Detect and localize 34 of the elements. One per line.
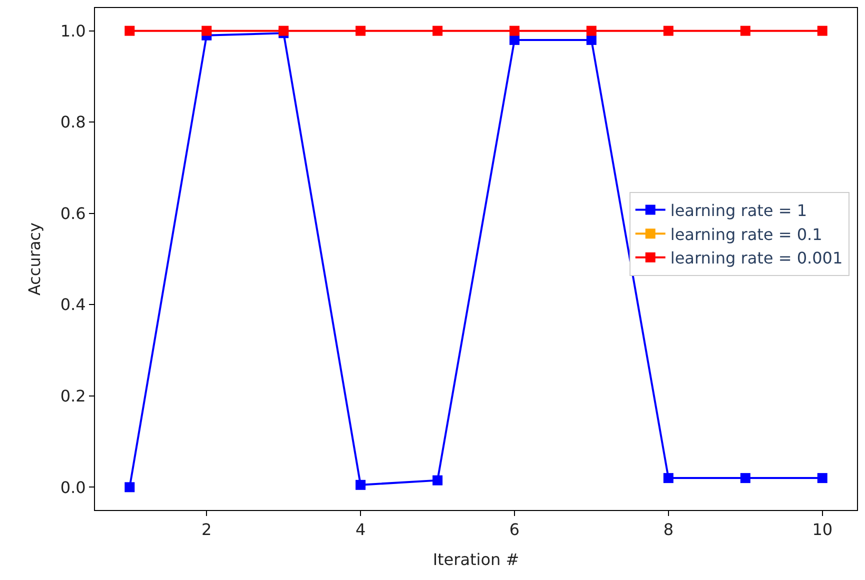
point [817,26,828,36]
y-tick-label: 0.0 [60,478,86,497]
y-tick-label: 0.4 [60,295,86,314]
point [586,34,596,45]
point [202,26,212,36]
point [356,480,366,490]
point [817,473,828,484]
legend-label: learning rate = 0.001 [670,248,843,268]
point [740,26,750,36]
x-tick-label: 2 [202,520,212,540]
point [740,473,750,484]
x-tick-label: 10 [812,520,833,540]
point [278,26,289,36]
point [124,26,135,36]
point [432,26,443,36]
point [509,26,520,36]
point [509,34,520,45]
x-tick-label: 6 [509,520,520,540]
point [586,26,596,36]
point [124,482,135,492]
y-axis-title: Accuracy [25,222,44,296]
y-tick-label: 0.8 [60,112,86,132]
y-tick-label: 0.2 [60,386,86,406]
legend-label: learning rate = 0.1 [670,224,822,244]
point [663,473,674,484]
point [356,26,366,36]
y-tick-label: 1.0 [60,21,86,40]
point [663,26,674,36]
x-axis-title: Iteration # [432,550,520,569]
legend-label: learning rate = 1 [670,201,808,220]
x-tick-label: 8 [663,520,674,540]
x-tick-label: 4 [355,520,366,540]
y-tick-label: 0.6 [60,204,86,223]
point [432,475,443,486]
